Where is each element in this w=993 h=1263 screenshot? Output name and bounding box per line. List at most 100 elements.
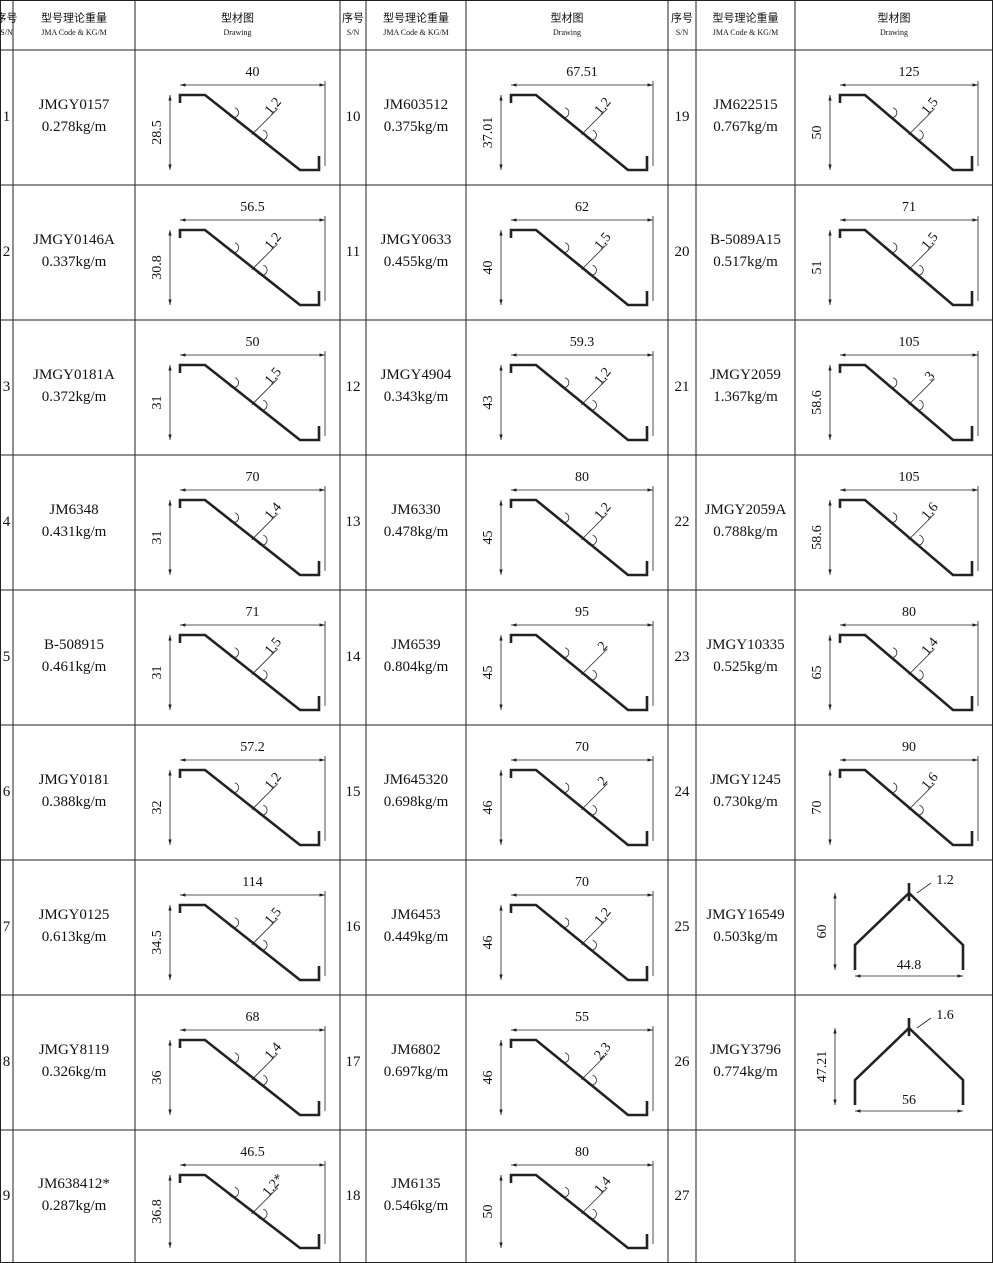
hook	[558, 107, 570, 119]
width-label: 105	[899, 335, 920, 350]
thickness-label: 1.6	[919, 770, 942, 793]
serial-number: 17	[346, 1054, 362, 1070]
profile	[509, 228, 649, 307]
profile	[178, 1038, 321, 1117]
model-weight: 0.375kg/m	[384, 119, 449, 135]
model-weight: 0.372kg/m	[42, 389, 107, 405]
serial-number: 16	[346, 919, 362, 935]
height-label: 50	[481, 1205, 496, 1219]
height-label: 51	[810, 261, 825, 275]
thickness-leader	[581, 1187, 608, 1215]
header-sn-en: S/N	[347, 28, 360, 37]
profile	[838, 93, 974, 172]
height-label: 31	[150, 396, 165, 410]
height-label: 45	[481, 666, 496, 680]
model-code: JM603512	[384, 97, 448, 113]
model-weight: 0.461kg/m	[42, 659, 107, 675]
hook	[586, 534, 597, 546]
model-weight: 0.698kg/m	[384, 794, 449, 810]
model-code: JMGY0633	[381, 232, 452, 248]
width-label: 125	[899, 65, 920, 80]
hook	[256, 1074, 268, 1086]
model-weight: 0.767kg/m	[713, 119, 778, 135]
header-drawing-en: Drawing	[224, 28, 252, 37]
profile	[838, 228, 974, 307]
thickness-leader	[916, 1017, 932, 1029]
header-drawing-en: Drawing	[880, 28, 908, 37]
model-weight: 0.613kg/m	[42, 929, 107, 945]
thickness-label: 1.6	[936, 1008, 954, 1023]
profile	[509, 1173, 649, 1250]
profile	[838, 363, 974, 442]
thickness-label: 1.2	[592, 905, 615, 928]
model-code: B-5089A15	[710, 232, 781, 248]
width-label: 46.5	[240, 1145, 265, 1160]
header-code-en: JMA Code & KG/M	[41, 28, 107, 37]
serial-number: 1	[3, 109, 11, 125]
width-label: 80	[575, 1145, 589, 1160]
model-code: JM638412*	[38, 1176, 110, 1192]
serial-number: 15	[346, 784, 361, 800]
width-label: 57.2	[240, 740, 265, 755]
hook	[558, 917, 570, 929]
height-label: 58.6	[810, 390, 825, 415]
width-label: 90	[902, 740, 916, 755]
serial-number: 24	[675, 784, 691, 800]
serial-number: 26	[675, 1054, 691, 1070]
thickness-leader	[251, 648, 279, 676]
width-label: 71	[246, 605, 260, 620]
serial-number: 21	[675, 379, 690, 395]
serial-number: 22	[675, 514, 690, 530]
thickness-label: 1.5	[592, 230, 615, 253]
hook	[558, 242, 570, 254]
model-code: JM6802	[391, 1042, 440, 1058]
width-label: 80	[902, 605, 916, 620]
model-code: JMGY2059A	[705, 502, 787, 518]
header-sn: 序号	[0, 11, 18, 25]
hook	[228, 1186, 240, 1198]
model-code: JM6539	[391, 637, 440, 653]
thickness-label: 2	[595, 774, 611, 789]
height-label: 36	[150, 1071, 165, 1085]
thickness-leader	[581, 1053, 608, 1081]
serial-number: 6	[3, 784, 11, 800]
hook	[228, 107, 240, 119]
model-weight: 0.774kg/m	[713, 1064, 778, 1080]
thickness-leader	[581, 918, 608, 946]
width-label: 56.5	[240, 200, 265, 215]
hook	[228, 647, 240, 659]
model-weight: 0.517kg/m	[713, 254, 778, 270]
thickness-label: 1.2	[592, 500, 615, 523]
width-label: 50	[246, 335, 260, 350]
hook	[913, 534, 924, 546]
width-label: 105	[899, 470, 920, 485]
model-weight: 0.478kg/m	[384, 524, 449, 540]
hook	[228, 782, 240, 794]
height-label: 31	[150, 666, 165, 680]
hook	[886, 782, 898, 794]
profile	[838, 633, 974, 712]
model-code: JM6135	[391, 1176, 440, 1192]
thickness-label: 1.4	[262, 500, 285, 523]
height-label: 31	[150, 531, 165, 545]
hook	[256, 1208, 268, 1220]
thickness-leader	[581, 783, 608, 811]
model-code: JMGY0181A	[33, 367, 115, 383]
model-weight: 0.730kg/m	[713, 794, 778, 810]
thickness-label: 2	[595, 639, 611, 654]
width-label: 80	[575, 470, 589, 485]
model-code: JMGY0157	[39, 97, 110, 113]
height-label: 43	[481, 396, 496, 410]
profile	[178, 633, 321, 712]
hook	[558, 1052, 570, 1064]
height-label: 46	[481, 1071, 496, 1085]
serial-number: 20	[675, 244, 690, 260]
hook	[558, 1186, 570, 1198]
hook	[228, 512, 240, 524]
hook	[913, 129, 924, 141]
hook	[256, 399, 268, 411]
thickness-label: 1.2*	[260, 1171, 287, 1199]
thickness-leader	[908, 648, 935, 676]
serial-number: 14	[346, 649, 362, 665]
thickness-label: 1.5	[262, 905, 285, 928]
